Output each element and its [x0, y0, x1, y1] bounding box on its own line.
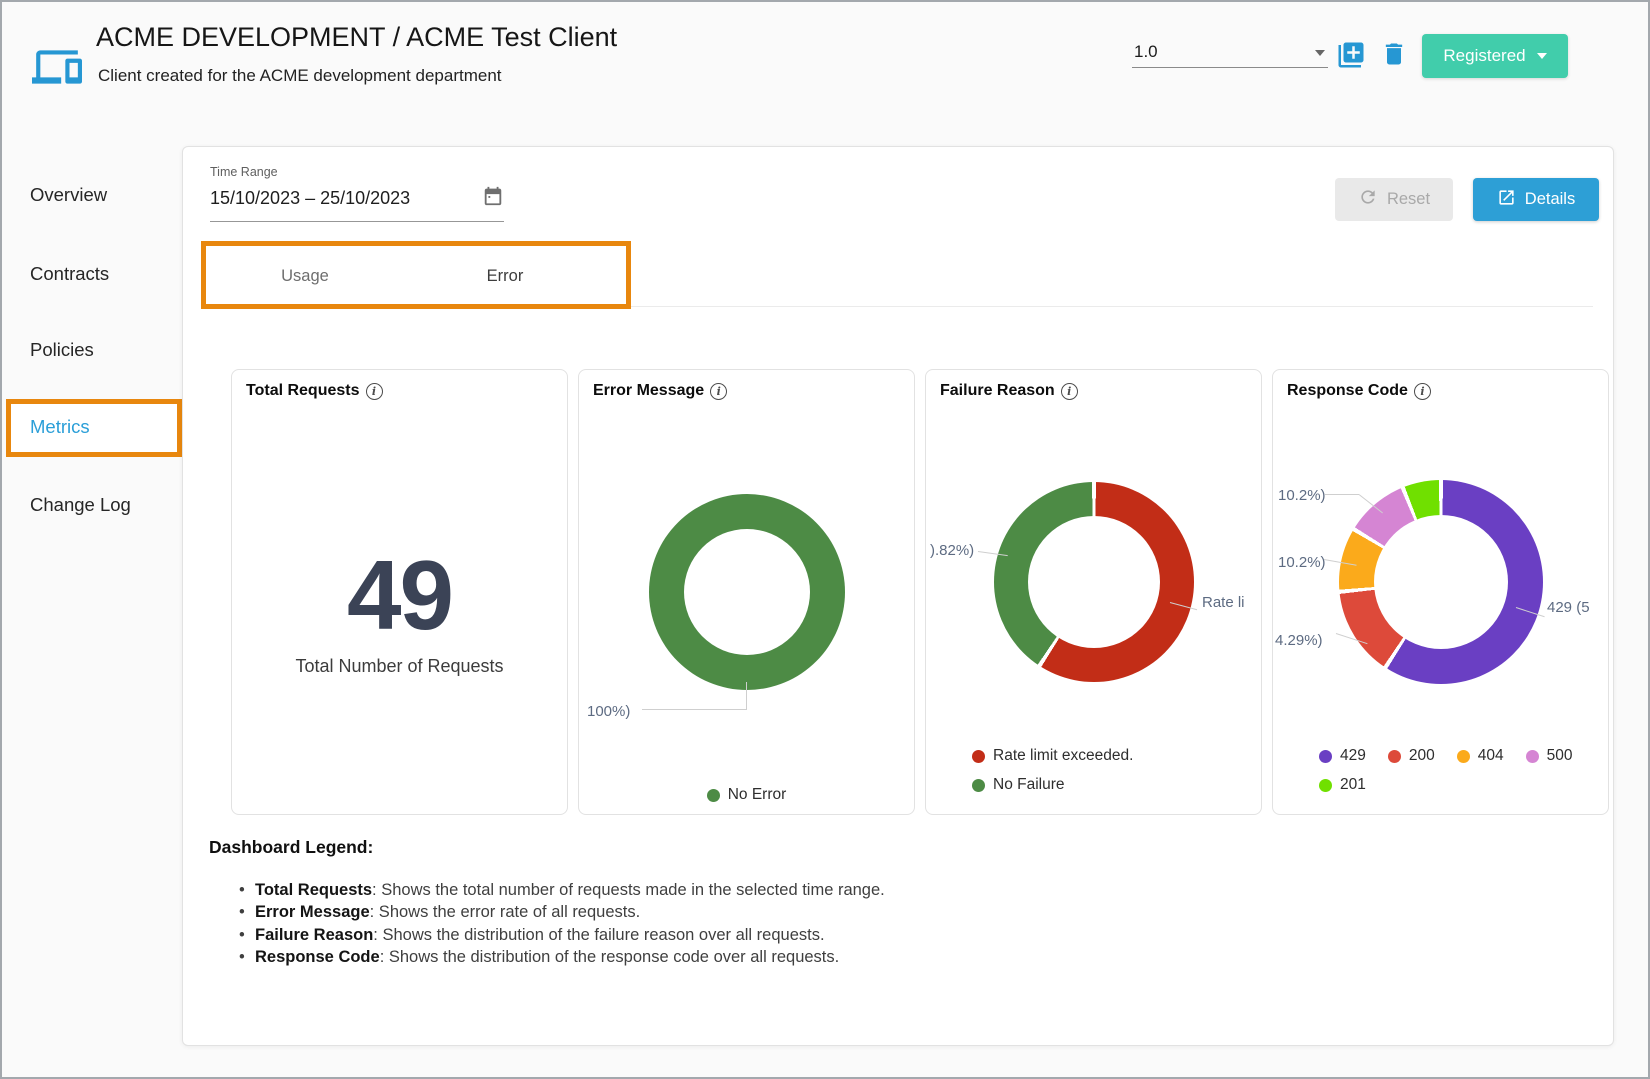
- sidebar-item-policies[interactable]: Policies: [30, 339, 94, 360]
- failure-reason-donut-chart: [994, 482, 1194, 682]
- page-subtitle: Client created for the ACME development …: [98, 66, 502, 85]
- legend-item-no-failure[interactable]: No Failure: [972, 776, 1065, 794]
- annotation-box-metrics: [6, 399, 182, 457]
- legend-dot: [1456, 749, 1470, 763]
- time-range-value: 15/10/2023 – 25/10/2023: [210, 188, 411, 208]
- details-button[interactable]: Details: [1473, 178, 1599, 221]
- metrics-panel: Time Range 15/10/2023 – 25/10/2023 Reset: [182, 146, 1614, 1046]
- calendar-icon[interactable]: [482, 185, 504, 212]
- reset-label: Reset: [1386, 190, 1431, 208]
- status-dropdown-button[interactable]: Registered: [1422, 34, 1568, 78]
- time-range-label: Time Range: [210, 165, 278, 179]
- time-range-field[interactable]: Time Range 15/10/2023 – 25/10/2023: [210, 165, 504, 222]
- legend-item-no-error[interactable]: No Error: [579, 786, 914, 804]
- duplicate-button[interactable]: [1336, 40, 1366, 73]
- error-message-donut-chart: [649, 494, 845, 690]
- legend-item-500[interactable]: 500: [1525, 747, 1573, 765]
- caret-down-icon: [1536, 53, 1547, 59]
- details-label: Details: [1524, 190, 1576, 208]
- tab-bar: Usage Error: [205, 245, 605, 307]
- active-tab-indicator: [405, 304, 605, 307]
- legend-item-200[interactable]: 200: [1387, 747, 1435, 765]
- sidebar-item-contracts[interactable]: Contracts: [30, 263, 110, 284]
- page-title: ACME DEVELOPMENT / ACME Test Client: [96, 22, 618, 52]
- legend-dot: [972, 749, 985, 763]
- legend-item-rate-limit[interactable]: Rate limit exceeded.: [972, 747, 1133, 765]
- version-select[interactable]: 1.0: [1132, 36, 1328, 68]
- card-response-code: Response Code i 10.2%) 10.2%) 4.29%) 429…: [1272, 369, 1609, 815]
- legend-bullet: Total Requests: Shows the total number o…: [239, 879, 885, 902]
- card-title: Error Message: [593, 382, 705, 399]
- callout-label: 10.2%): [1278, 487, 1326, 504]
- dashboard-legend-title: Dashboard Legend:: [209, 837, 374, 857]
- reset-icon: [1358, 187, 1378, 212]
- card-title: Response Code: [1287, 382, 1408, 399]
- info-icon[interactable]: i: [1060, 382, 1078, 400]
- callout-label: Rate li: [1202, 594, 1245, 611]
- info-icon[interactable]: i: [1413, 382, 1431, 400]
- version-value: 1.0: [1134, 42, 1158, 61]
- info-icon[interactable]: i: [710, 382, 728, 400]
- callout-leader-line: [1325, 494, 1359, 495]
- legend-dot: [706, 788, 720, 802]
- legend-bullet: Failure Reason: Shows the distribution o…: [239, 924, 885, 947]
- card-total-requests: Total Requests i 49 Total Number of Requ…: [231, 369, 568, 815]
- callout-label: 10.2%): [1278, 554, 1326, 571]
- delete-button[interactable]: [1380, 40, 1408, 71]
- open-in-new-icon: [1497, 188, 1516, 212]
- tab-error[interactable]: Error: [486, 266, 524, 285]
- caret-down-icon: [1315, 50, 1325, 56]
- card-title: Failure Reason: [940, 382, 1055, 399]
- legend-dot: [1525, 749, 1539, 763]
- callout-label: 4.29%): [1275, 632, 1323, 649]
- card-title: Total Requests: [246, 382, 360, 399]
- legend-dot: [1387, 749, 1401, 763]
- legend-item-429[interactable]: 429: [1319, 747, 1366, 765]
- legend-dot: [1319, 778, 1332, 792]
- callout-label: ).82%): [930, 542, 975, 559]
- sidebar-item-metrics[interactable]: Metrics: [30, 416, 90, 437]
- tab-usage[interactable]: Usage: [281, 266, 329, 285]
- tabs-divider: [203, 306, 1593, 307]
- duplicate-icon: [1336, 42, 1366, 73]
- trash-icon: [1380, 43, 1408, 71]
- legend-bullet: Response Code: Shows the distribution of…: [239, 946, 885, 969]
- total-requests-caption: Total Number of Requests: [295, 656, 504, 676]
- legend-dot: [1319, 749, 1332, 763]
- card-error-message: Error Message i 100%) No Error: [578, 369, 915, 815]
- card-failure-reason: Failure Reason i ).82%) Rate li Rate lim…: [925, 369, 1262, 815]
- callout-label: 429 (5: [1547, 599, 1590, 616]
- sidebar-item-change-log[interactable]: Change Log: [30, 494, 131, 515]
- total-requests-value: 49: [346, 540, 454, 650]
- dashboard-legend-list: Total Requests: Shows the total number o…: [239, 879, 885, 969]
- legend-bullet: Error Message: Shows the error rate of a…: [239, 901, 885, 924]
- response-code-legend-row: 429 200 404 500: [1319, 747, 1587, 765]
- legend-item-404[interactable]: 404: [1456, 747, 1504, 765]
- devices-icon: [32, 42, 82, 97]
- sidebar-item-overview[interactable]: Overview: [30, 184, 108, 205]
- legend-dot: [972, 778, 985, 792]
- reset-button[interactable]: Reset: [1335, 178, 1453, 221]
- callout-label: 100%): [587, 703, 631, 720]
- info-icon[interactable]: i: [365, 382, 383, 400]
- callout-leader-line: [642, 682, 747, 710]
- status-label: Registered: [1443, 46, 1526, 65]
- metric-cards-row: Total Requests i 49 Total Number of Requ…: [231, 369, 1609, 815]
- response-code-donut-chart: [1339, 480, 1543, 684]
- legend-item-201[interactable]: 201: [1319, 776, 1366, 794]
